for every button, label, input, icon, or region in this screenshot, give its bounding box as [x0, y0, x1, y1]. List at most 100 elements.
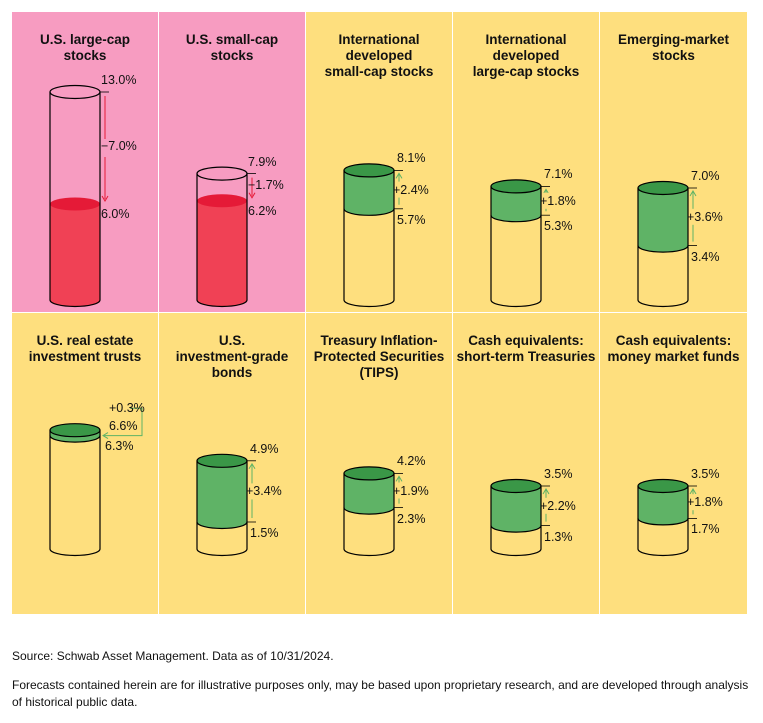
to-value-label: 7.1% — [544, 167, 573, 182]
panel-title: U.S. investment-grade bonds — [159, 333, 305, 381]
fill-bottom-edge — [343, 507, 395, 515]
panel-title-line: stocks — [210, 48, 254, 63]
panel-title: International developed large-cap stocks — [453, 32, 599, 80]
change-value-label: +1.8% — [540, 193, 576, 208]
cylinder-outline — [196, 460, 248, 557]
change-value-label: +1.8% — [687, 495, 723, 510]
to-value-label: 8.1% — [397, 151, 426, 166]
chart-notes: Source: Schwab Asset Management. Data as… — [12, 648, 752, 723]
to-value-label: 3.5% — [691, 467, 720, 481]
from-value-label: 5.7% — [397, 212, 426, 227]
change-value-label: −1.7% — [248, 178, 284, 193]
cylinder-outline — [343, 170, 395, 308]
fill-segment — [344, 473, 394, 515]
panel-title-line: large-cap stocks — [472, 64, 580, 79]
change-value-label: +3.6% — [687, 209, 723, 224]
cylinder-outline — [637, 486, 689, 557]
disclaimer-note: Forecasts contained herein are for illus… — [12, 678, 749, 709]
fill-segment — [491, 186, 541, 222]
cylinder-graphic — [196, 453, 256, 557]
fill-top — [638, 479, 688, 493]
panel-8: Treasury Inflation- Protected Securities(… — [306, 313, 453, 614]
change-arrowhead — [542, 488, 550, 495]
from-value-label: 2.3% — [397, 511, 426, 526]
arrow-gap — [689, 208, 697, 225]
panel-title-line: stocks — [652, 48, 695, 63]
arrow-gap — [542, 192, 550, 209]
from-value-label: 3.4% — [691, 249, 720, 264]
panel-title-line: investment-grade — [175, 349, 289, 364]
panel-title-line: U.S. small-cap — [185, 32, 279, 47]
fill-top — [344, 163, 394, 177]
panel-2: U.S. small-cap stocks 7.9% −1.7% 6.2% — [159, 12, 306, 313]
fill-segment — [344, 170, 394, 216]
fill-segment — [638, 188, 688, 253]
cylinder-rim — [196, 166, 248, 181]
fill-bottom-edge — [196, 521, 248, 530]
panel-9: Cash equivalents: short-term Treasuries 3.… — [453, 313, 600, 614]
panel-title: Cash equivalents: money market funds — [600, 333, 747, 365]
panel-title-line: Protected Securities — [313, 349, 445, 364]
panel-title-line: developed — [345, 48, 413, 63]
from-value-label: 5.3% — [544, 219, 573, 234]
cylinder-graphic — [637, 478, 697, 557]
change-arrowhead — [102, 432, 109, 440]
panel-title-line: International — [338, 32, 420, 47]
panel-title-line: money market funds — [607, 349, 740, 364]
to-value-label: 6.2% — [248, 203, 277, 218]
panel-title-line: U.S. — [218, 333, 246, 348]
from-value-label: 13.0% — [101, 73, 137, 87]
to-value-label: 4.9% — [250, 441, 279, 456]
panel-title-line: developed — [492, 48, 560, 63]
cylinder-rim — [49, 423, 101, 438]
panel-4: International developed large-cap stocks 7.… — [453, 12, 600, 313]
change-value-label: −7.0% — [101, 139, 137, 153]
change-arrowhead — [542, 188, 550, 195]
panel-title-line: U.S. large-cap — [39, 32, 131, 47]
change-arrowhead — [248, 192, 256, 199]
cylinder-outline — [49, 92, 101, 308]
panel-title-line: (TIPS) — [359, 365, 399, 380]
change-arrowhead — [248, 462, 256, 470]
cylinder-outline — [490, 486, 542, 557]
fill-segment — [491, 486, 541, 533]
cylinder-graphic — [490, 478, 550, 557]
panel-title-line: Cash equivalents: — [468, 333, 584, 348]
panel-title: Treasury Inflation- Protected Securities(… — [306, 333, 452, 381]
panel-title-line: International — [485, 32, 567, 47]
fill-bottom-edge — [49, 435, 101, 443]
arrow-gap — [248, 483, 256, 500]
cylinder-graphic — [196, 166, 256, 308]
cylinder-outline — [49, 430, 101, 557]
panel-title-line: U.S. real estate — [36, 333, 134, 348]
fill-segment — [638, 486, 688, 525]
fill-bottom-edge — [490, 525, 542, 533]
to-value-label: 6.6% — [109, 419, 138, 434]
fill-top — [197, 194, 247, 208]
cylinder-graphic — [49, 84, 109, 308]
arrow-gap — [689, 494, 697, 511]
to-value-label: 6.0% — [101, 207, 130, 221]
fill-top — [50, 197, 100, 211]
change-arrowhead — [689, 190, 697, 197]
change-arrowhead — [395, 172, 403, 179]
panel-title-line: Cash equivalents: — [615, 333, 732, 348]
cylinder-graphic — [490, 179, 550, 308]
panel-title-line: Emerging-market — [617, 32, 730, 47]
cylinder-chart-figure: U.S. large-cap stocks 13.0% −7.0% 6.0% U.S. s… — [12, 12, 747, 614]
cylinder-graphic — [49, 407, 143, 557]
cylinder-rim — [49, 84, 101, 100]
from-value-label: 1.7% — [691, 522, 720, 537]
fill-bottom-edge — [637, 245, 689, 253]
arrow-gap — [395, 181, 403, 198]
panel-title-line: stocks — [63, 48, 107, 63]
panel-5: Emerging-market stocks 7.0% +3.6% 3.4% — [600, 12, 747, 313]
panel-title: Emerging-market stocks — [600, 32, 747, 64]
panel-title-line: short-term Treasuries — [456, 349, 596, 364]
fill-top — [638, 181, 688, 195]
cylinder-graphic — [637, 180, 697, 308]
panel-title: U.S. real estate investment trusts — [12, 333, 158, 365]
source-note: Source: Schwab Asset Management. Data as… — [12, 649, 334, 663]
change-arrowhead — [395, 475, 403, 482]
to-value-label: 3.5% — [544, 467, 573, 481]
